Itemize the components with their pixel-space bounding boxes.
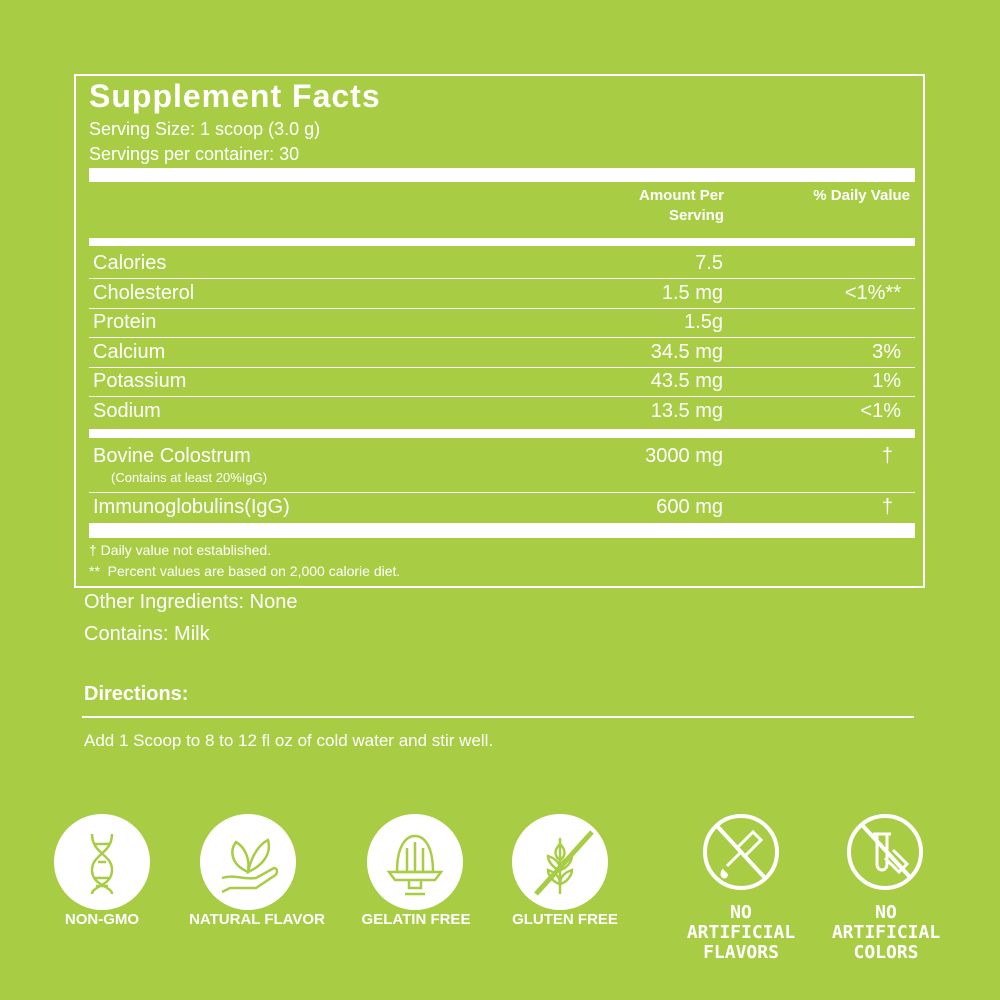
nutrient-row: Potassium 43.5 mg 1%: [89, 367, 915, 396]
label-line: NO: [875, 902, 897, 923]
nutrient-row: Protein 1.5g: [89, 308, 915, 337]
divider-thick: [89, 168, 915, 182]
footnote-calorie: ** Percent values are based on 2,000 cal…: [89, 563, 401, 579]
nutrient-amount: 7.5: [695, 252, 723, 274]
nutrient-name: Calories: [93, 252, 167, 274]
dv-header: % Daily Value: [813, 187, 910, 204]
serving-size: Serving Size: 1 scoop (3.0 g): [89, 119, 321, 139]
no-test-tube-icon: [847, 814, 923, 890]
label-line: FLAVORS: [703, 942, 779, 963]
nutrient-row-igg: Immunoglobulins(IgG) 600 mg †: [89, 493, 915, 522]
footnote-dagger: † Daily value not established.: [89, 542, 272, 558]
badge-label-no-artificial-colors: NO ARTIFICIAL COLORS: [832, 903, 940, 963]
divider: [89, 492, 915, 493]
amount-header-line1: Amount Per: [638, 187, 724, 204]
nutrient-row: Calcium 34.5 mg 3%: [89, 338, 915, 367]
nutrient-dv: <1%: [860, 399, 901, 422]
nutrient-name: Bovine Colostrum: [93, 445, 251, 467]
nutrient-dv: 3%: [872, 340, 901, 363]
nutrient-row: Calories 7.5: [89, 249, 915, 278]
nutrient-amount: 13.5 mg: [650, 399, 723, 422]
badge-label-gelatin-free: GELATIN FREE: [361, 911, 471, 928]
wheat-icon: [512, 814, 608, 910]
nutrient-dv: <1%**: [844, 281, 901, 304]
directions-text: Add 1 Scoop to 8 to 12 fl oz of cold wat…: [84, 731, 494, 750]
divider: [89, 396, 915, 397]
nutrient-name: Sodium: [93, 399, 161, 422]
label-line: COLORS: [853, 942, 919, 963]
panel-title: Supplement Facts: [89, 78, 381, 114]
divider-thick: [89, 523, 915, 538]
badge-label-gluten-free: GLUTEN FREE: [512, 911, 618, 928]
nutrient-name: Cholesterol: [93, 281, 195, 304]
nutrient-row: Sodium 13.5 mg <1%: [89, 397, 915, 426]
label-line: ARTIFICIAL: [831, 922, 941, 943]
other-ingredients: Other Ingredients: None: [84, 591, 298, 613]
amount-header-line2: Serving: [668, 207, 724, 224]
label-line: NO: [730, 902, 752, 923]
nutrient-dv: †: [881, 496, 893, 518]
nutrient-amount: 1.5 mg: [661, 281, 723, 304]
no-dropper-icon: [703, 814, 779, 890]
nutrient-dv: 1%: [872, 370, 901, 392]
nutrient-name: Protein: [93, 311, 157, 333]
directions-heading: Directions:: [84, 683, 189, 705]
divider: [89, 337, 915, 338]
amount-header: Amount Per Serving: [600, 186, 724, 226]
badge-label-no-artificial-flavors: NO ARTIFICIAL FLAVORS: [687, 903, 795, 963]
nutrient-row: Cholesterol 1.5 mg <1%**: [89, 279, 915, 308]
supplement-facts-panel: [74, 74, 925, 588]
nutrient-amount: 43.5 mg: [650, 370, 723, 392]
nutrient-note: (Contains at least 20%IgG): [111, 470, 268, 485]
badge-label-natural-flavor: NATURAL FLAVOR: [189, 911, 325, 928]
leaf-hand-icon: [200, 814, 296, 910]
divider: [89, 366, 915, 368]
nutrient-amount: 1.5g: [684, 311, 723, 333]
divider-thick: [89, 429, 915, 438]
contains-allergen: Contains: Milk: [84, 623, 210, 645]
servings-per-container: Servings per container: 30: [89, 144, 300, 164]
nutrient-amount: 34.5 mg: [650, 340, 723, 363]
nutrient-name: Calcium: [93, 340, 166, 363]
dna-icon: [54, 814, 150, 910]
nutrient-name: Potassium: [93, 370, 187, 392]
nutrient-name: Immunoglobulins(IgG): [93, 496, 290, 518]
label-line: ARTIFICIAL: [686, 922, 796, 943]
gelatin-icon: [367, 814, 463, 910]
nutrient-amount: 3000 mg: [645, 445, 723, 467]
nutrient-row-bovine: Bovine Colostrum (Contains at least 20%I…: [89, 442, 915, 492]
divider: [89, 278, 915, 279]
badge-label-non-gmo: NON-GMO: [64, 911, 140, 928]
directions-divider: [82, 716, 914, 718]
nutrient-dv: †: [881, 445, 893, 467]
divider-thick: [89, 238, 915, 246]
divider: [89, 307, 915, 309]
nutrient-amount: 600 mg: [656, 496, 723, 518]
